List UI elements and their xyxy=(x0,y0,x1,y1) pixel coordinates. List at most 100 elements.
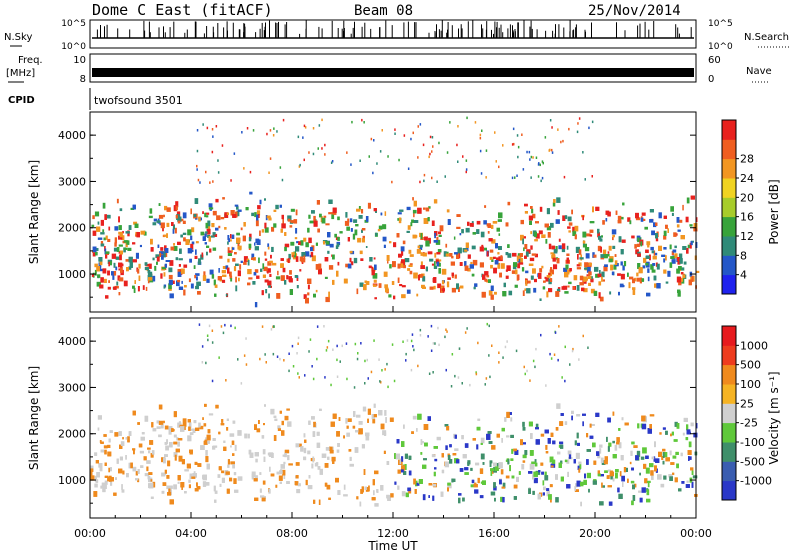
range-cell xyxy=(236,232,240,236)
range-cell xyxy=(293,219,298,224)
range-cell xyxy=(485,377,488,380)
range-cell xyxy=(405,352,407,356)
range-cell xyxy=(273,415,277,418)
range-cell xyxy=(243,256,248,262)
range-cell xyxy=(596,451,600,456)
range-cell xyxy=(144,267,150,271)
range-cell xyxy=(592,206,594,213)
range-cell xyxy=(233,472,237,476)
range-cell xyxy=(516,476,519,482)
range-cell xyxy=(413,200,417,207)
range-cell xyxy=(403,265,406,269)
range-cell xyxy=(506,265,511,271)
range-cell xyxy=(597,228,600,234)
range-cell xyxy=(130,462,133,469)
range-cell xyxy=(232,258,236,262)
range-cell xyxy=(232,247,235,250)
range-cell xyxy=(470,484,474,488)
range-cell xyxy=(365,216,369,222)
range-cell xyxy=(669,476,673,481)
range-cell xyxy=(612,245,616,249)
range-cell xyxy=(497,252,500,255)
range-cell xyxy=(397,277,400,283)
range-cell xyxy=(371,269,375,276)
range-cell xyxy=(262,480,266,485)
range-cell xyxy=(482,274,486,280)
range-cell xyxy=(281,430,285,436)
range-cell xyxy=(532,474,535,480)
range-cell xyxy=(273,435,277,441)
range-cell xyxy=(164,205,168,211)
range-cell xyxy=(474,482,477,486)
range-cell xyxy=(532,490,535,495)
range-cell xyxy=(546,208,550,215)
range-cell xyxy=(373,279,377,283)
range-cell xyxy=(99,467,103,472)
range-cell xyxy=(359,250,363,255)
range-cell xyxy=(601,271,605,278)
range-cell xyxy=(327,232,331,238)
range-cell xyxy=(332,460,335,464)
range-cell xyxy=(680,235,685,240)
range-cell xyxy=(232,420,236,424)
range-cell xyxy=(433,240,438,243)
range-cell xyxy=(347,263,352,269)
range-cell xyxy=(267,271,269,274)
range-cell xyxy=(252,281,256,285)
range-cell xyxy=(270,328,273,331)
range-cell xyxy=(162,482,167,486)
range-cell xyxy=(516,174,518,177)
range-cell xyxy=(484,205,487,208)
range-cell xyxy=(555,291,560,297)
range-cell xyxy=(368,265,372,269)
range-cell xyxy=(418,244,423,248)
range-cell xyxy=(158,420,164,425)
range-cell xyxy=(323,325,325,328)
range-cell xyxy=(256,275,260,279)
range-cell xyxy=(361,229,363,233)
range-cell xyxy=(431,150,433,153)
range-cell xyxy=(267,261,272,266)
range-cell xyxy=(303,237,307,242)
range-cell xyxy=(624,422,629,426)
range-cell xyxy=(297,372,299,375)
range-cell xyxy=(676,257,680,262)
range-cell xyxy=(92,215,95,220)
range-cell xyxy=(336,243,340,247)
range-cell xyxy=(579,463,582,469)
range-cell xyxy=(572,347,574,351)
range-cell xyxy=(183,264,188,268)
colorbar-swatch xyxy=(722,364,736,385)
range-cell xyxy=(289,225,293,228)
range-cell xyxy=(597,232,600,238)
range-cell xyxy=(497,262,501,269)
range-cell xyxy=(566,253,570,256)
range-cell xyxy=(578,262,582,267)
range-cell xyxy=(198,323,201,326)
range-cell xyxy=(299,443,302,447)
range-cell xyxy=(90,471,93,477)
range-cell xyxy=(346,377,348,381)
range-cell xyxy=(401,465,406,471)
nsky-trace xyxy=(92,20,694,39)
range-cell xyxy=(564,421,568,425)
range-cell xyxy=(284,280,287,285)
range-cell xyxy=(100,241,104,246)
range-cell xyxy=(487,231,490,234)
range-cell xyxy=(430,349,433,352)
range-cell xyxy=(214,499,217,503)
range-cell xyxy=(284,449,290,454)
range-cell xyxy=(517,155,519,159)
range-cell xyxy=(267,280,272,286)
x-tick-label: 04:00 xyxy=(175,527,207,540)
range-cell xyxy=(168,274,173,280)
range-cell xyxy=(498,165,500,169)
range-cell xyxy=(640,217,644,222)
range-cell xyxy=(100,485,103,489)
range-cell xyxy=(617,220,622,224)
range-cell xyxy=(582,151,584,154)
range-cell xyxy=(170,485,173,489)
range-cell xyxy=(690,241,693,246)
range-cell xyxy=(102,229,105,233)
